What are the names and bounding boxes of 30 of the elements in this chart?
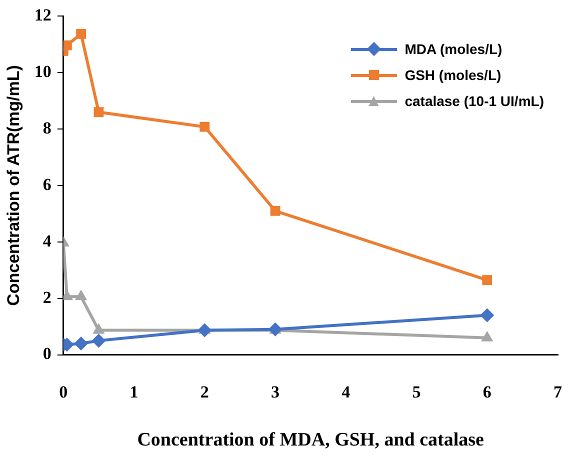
y-tick-label: 6 [42, 174, 52, 194]
x-axis-title: Concentration of MDA, GSH, and catalase [137, 430, 484, 451]
point [198, 323, 212, 338]
point [94, 107, 104, 118]
point [76, 29, 86, 39]
x-tick-label: 7 [554, 382, 562, 402]
y-tick-label: 4 [42, 231, 52, 250]
legend-label: catalase (10-1 UI/mL) [404, 93, 544, 109]
point [63, 40, 72, 50]
legend-label: MDA (moles/L) [404, 41, 502, 57]
y-tick-label: 8 [42, 118, 52, 138]
x-tick-label: 6 [482, 382, 492, 402]
legend-label: GSH (moles/L) [404, 67, 502, 83]
x-tick-label: 2 [200, 382, 209, 402]
y-tick-label: 12 [34, 6, 52, 25]
x-tick-label: 4 [342, 382, 351, 402]
x-tick-label: 1 [130, 382, 138, 402]
x-tick-label: 3 [271, 382, 280, 402]
point [270, 206, 280, 216]
y-tick-label: 10 [34, 62, 52, 82]
x-tick-label: 0 [59, 382, 68, 402]
y-tick-label: 2 [42, 288, 52, 307]
point [482, 275, 492, 285]
point [480, 308, 494, 322]
point [92, 334, 106, 348]
point [74, 336, 88, 351]
y-tick-label: 0 [42, 344, 52, 364]
x-tick-label: 5 [412, 382, 421, 402]
y-axis-title: Concentration of ATR(mg/mL) [4, 65, 23, 306]
point [200, 122, 210, 132]
